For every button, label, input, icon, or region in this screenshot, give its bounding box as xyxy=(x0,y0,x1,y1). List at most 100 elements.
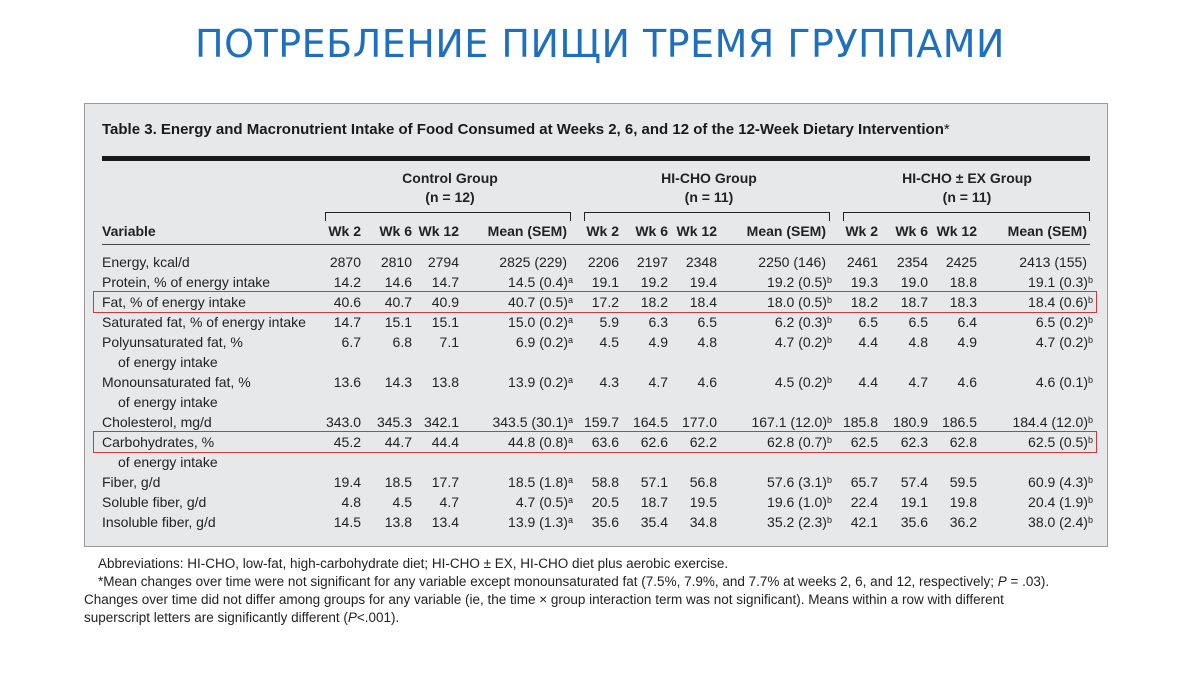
column-header: Wk 2 xyxy=(328,223,361,239)
cell-value: 17.7 xyxy=(431,474,459,490)
significance-superscript: b xyxy=(826,475,832,485)
group-name: HI-CHO ± EX Group xyxy=(902,170,1032,186)
significance-superscript: b xyxy=(1087,475,1093,485)
cell-value: 342.1 xyxy=(423,414,459,430)
table-row: Saturated fat, % of energy intake 14.7 15.… xyxy=(85,312,1109,332)
cell-value: 18.2 xyxy=(850,294,878,310)
cell-mean-sem: 14.5 (0.4)a xyxy=(508,274,573,290)
cell-value: 62.2 xyxy=(689,434,717,450)
cell-value: 2348 xyxy=(685,254,717,270)
table-row: Energy, kcal/d 2870 2810 2794 2825 (229) 2206… xyxy=(85,252,1109,272)
significance-superscript: a xyxy=(567,435,573,445)
cell-value: 22.4 xyxy=(850,494,878,510)
footnote-interaction: Changes over time did not differ among g… xyxy=(84,592,1004,607)
table-row: Fat, % of energy intake 40.6 40.7 40.9 40.7 … xyxy=(85,292,1109,312)
table-row: Carbohydrates, % of energy intake 45.2 44.7… xyxy=(85,432,1109,470)
cell-value: 4.8 xyxy=(341,494,361,510)
row-label: Polyunsaturated fat, % xyxy=(102,334,243,350)
cell-value: 19.2 xyxy=(640,274,668,290)
footnote-abbreviations: Abbreviations: HI-CHO, low-fat, high-car… xyxy=(98,556,729,571)
cell-mean-sem: 18.4 (0.6)b xyxy=(1028,294,1093,310)
column-header: Wk 12 xyxy=(936,223,977,239)
group-bracket-control xyxy=(325,212,571,221)
cell-value: 159.7 xyxy=(583,414,619,430)
group-name: Control Group xyxy=(402,170,498,186)
cell-value: 18.7 xyxy=(900,294,928,310)
row-label: Saturated fat, % of energy intake xyxy=(102,314,306,330)
caption-footnote-mark: * xyxy=(943,121,950,138)
cell-value: 4.3 xyxy=(599,374,619,390)
cell-value: 6.3 xyxy=(648,314,668,330)
cell-value: 4.6 xyxy=(957,374,977,390)
column-header: Mean (SEM) xyxy=(487,223,567,239)
cell-value: 4.8 xyxy=(697,334,717,350)
significance-superscript: b xyxy=(826,515,832,525)
row-label-continuation: of energy intake xyxy=(118,454,218,470)
row-highlight-box xyxy=(93,431,1097,453)
cell-value: 4.7 xyxy=(908,374,928,390)
table-row: Insoluble fiber, g/d 14.5 13.8 13.4 13.9 (1.… xyxy=(85,512,1109,532)
cell-value: 19.8 xyxy=(949,494,977,510)
cell-value: 57.4 xyxy=(900,474,928,490)
significance-superscript: b xyxy=(1087,435,1093,445)
cell-mean-sem: 18.5 (1.8)a xyxy=(508,474,573,490)
cell-value: 42.1 xyxy=(850,514,878,530)
cell-value: 4.9 xyxy=(648,334,668,350)
cell-value: 40.6 xyxy=(333,294,361,310)
column-header: Wk 6 xyxy=(635,223,668,239)
cell-value: 14.5 xyxy=(333,514,361,530)
column-header: Mean (SEM) xyxy=(746,223,826,239)
row-label: Fiber, g/d xyxy=(102,474,161,490)
cell-value: 62.5 xyxy=(850,434,878,450)
cell-mean-sem: 6.9 (0.2)a xyxy=(515,334,573,350)
cell-mean-sem: 62.5 (0.5)b xyxy=(1028,434,1093,450)
significance-superscript: b xyxy=(826,415,832,425)
cell-value: 13.4 xyxy=(431,514,459,530)
cell-mean-sem: 2825 (229) xyxy=(499,254,567,270)
cell-value: 2206 xyxy=(587,254,619,270)
column-header: Wk 2 xyxy=(845,223,878,239)
row-label: Monounsaturated fat, % xyxy=(102,374,251,390)
significance-superscript: a xyxy=(567,415,573,425)
significance-superscript: b xyxy=(826,335,832,345)
cell-value: 6.7 xyxy=(341,334,361,350)
cell-mean-sem: 44.8 (0.8)a xyxy=(508,434,573,450)
cell-value: 58.8 xyxy=(591,474,619,490)
cell-value: 4.5 xyxy=(392,494,412,510)
cell-value: 185.8 xyxy=(842,414,878,430)
cell-mean-sem: 167.1 (12.0)b xyxy=(751,414,832,430)
cell-value: 7.1 xyxy=(439,334,459,350)
cell-mean-sem: 343.5 (30.1)a xyxy=(492,414,573,430)
table-row: Protein, % of energy intake 14.2 14.6 14.7 1… xyxy=(85,272,1109,292)
cell-value: 6.8 xyxy=(392,334,412,350)
cell-mean-sem: 6.2 (0.3)b xyxy=(774,314,832,330)
cell-value: 343.0 xyxy=(325,414,361,430)
table-row: Soluble fiber, g/d 4.8 4.5 4.7 4.7 (0.5)a 20.… xyxy=(85,492,1109,512)
cell-mean-sem: 19.6 (1.0)b xyxy=(767,494,832,510)
header-rule xyxy=(102,244,1090,245)
cell-mean-sem: 4.7 (0.5)a xyxy=(515,494,573,510)
cell-value: 13.6 xyxy=(333,374,361,390)
row-label: Insoluble fiber, g/d xyxy=(102,514,216,530)
footnote-text: <.001). xyxy=(356,610,400,625)
group-bracket-hicho-ex xyxy=(843,212,1090,221)
table-row: Fiber, g/d 19.4 18.5 17.7 18.5 (1.8)a 58.8 57.… xyxy=(85,472,1109,492)
cell-value: 4.7 xyxy=(648,374,668,390)
cell-value: 6.5 xyxy=(697,314,717,330)
cell-mean-sem: 20.4 (1.9)b xyxy=(1028,494,1093,510)
cell-value: 345.3 xyxy=(376,414,412,430)
cell-value: 4.9 xyxy=(957,334,977,350)
cell-value: 35.4 xyxy=(640,514,668,530)
column-header: Wk 12 xyxy=(418,223,459,239)
cell-value: 19.4 xyxy=(333,474,361,490)
column-header: Wk 6 xyxy=(379,223,412,239)
cell-value: 4.7 xyxy=(439,494,459,510)
group-bracket-hicho xyxy=(584,212,830,221)
cell-value: 15.1 xyxy=(431,314,459,330)
table-caption: Table 3. Energy and Macronutrient Intake… xyxy=(102,121,950,138)
cell-mean-sem: 35.2 (2.3)b xyxy=(767,514,832,530)
cell-value: 186.5 xyxy=(941,414,977,430)
table-caption-text: Table 3. Energy and Macronutrient Intake… xyxy=(102,121,944,138)
cell-value: 17.2 xyxy=(591,294,619,310)
cell-value: 164.5 xyxy=(632,414,668,430)
